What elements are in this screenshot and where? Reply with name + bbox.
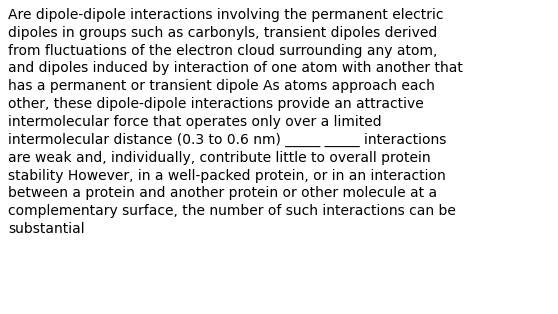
Text: Are dipole-dipole interactions involving the permanent electric
dipoles in group: Are dipole-dipole interactions involving…: [8, 8, 463, 236]
